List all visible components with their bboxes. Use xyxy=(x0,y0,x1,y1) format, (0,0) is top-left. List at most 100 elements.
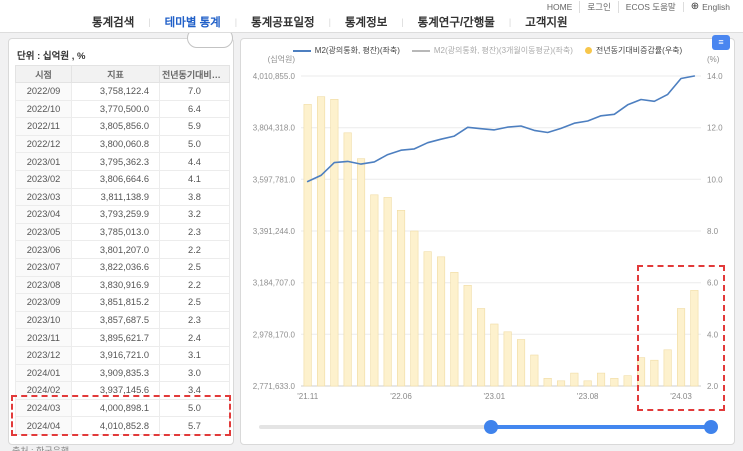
svg-text:'23.08: '23.08 xyxy=(577,392,599,401)
utility-link-2[interactable]: 로그인 xyxy=(579,0,617,13)
period-cell: 2024/04 xyxy=(15,416,72,435)
nav-item-1[interactable]: 통계검색 xyxy=(92,16,135,29)
period-cell: 2023/08 xyxy=(15,275,72,295)
period-cell: 2022/10 xyxy=(15,99,72,119)
nav-separator: | xyxy=(401,16,404,27)
top-header: HOME 로그인 ECOS 도움말 ⊕ English 통계검색 | 테마별 통계 | 통계공표… xyxy=(0,0,743,33)
table-row: 2023/09 3,851,815.2 2.5 xyxy=(15,293,230,312)
chart-legend: M2(광의통화, 평잔)(좌축) M2(광의통화, 평잔)(3개월이동평균)(좌축… xyxy=(241,45,734,56)
period-cell: 2023/11 xyxy=(15,328,72,347)
value-cell: 3,909,835.3 xyxy=(71,363,160,383)
table-row: 2023/04 3,793,259.9 3.2 xyxy=(15,205,230,224)
nav-separator: | xyxy=(508,16,512,27)
svg-text:4.0: 4.0 xyxy=(707,330,719,339)
rate-cell: 5.0 xyxy=(159,398,230,418)
value-cell: 3,806,664.6 xyxy=(71,169,160,189)
utility-link-4[interactable]: ⊕ English xyxy=(682,0,737,12)
svg-text:'21.11: '21.11 xyxy=(297,392,319,401)
legend-item-2[interactable]: M2(광의통화, 평잔)(3개월이동평균)(좌축) xyxy=(411,45,573,56)
period-cell: 2023/05 xyxy=(15,222,72,242)
chart-menu-icon[interactable]: ≡ xyxy=(712,35,730,50)
table-row: 2024/01 3,909,835.3 3.0 xyxy=(15,363,230,383)
table-row: 2023/02 3,806,664.6 4.1 xyxy=(15,169,230,189)
legend-item-3[interactable]: 전년동기대비증감률(우축) xyxy=(584,45,683,56)
value-cell: 3,801,207.0 xyxy=(71,240,160,259)
table-row: 2022/10 3,770,500.0 6.4 xyxy=(15,99,230,119)
svg-text:'22.06: '22.06 xyxy=(390,392,412,401)
nav-separator: | xyxy=(148,16,151,27)
period-cell: 2023/01 xyxy=(15,152,72,171)
slider-selected-range[interactable] xyxy=(491,425,711,429)
svg-text:2,978,170.0: 2,978,170.0 xyxy=(253,330,296,339)
period-cell: 2023/10 xyxy=(15,310,72,330)
table-row: 2024/04 4,010,852.8 5.7 xyxy=(15,416,230,435)
value-cell: 3,758,122.4 xyxy=(71,82,160,101)
period-cell: 2022/09 xyxy=(15,82,72,101)
nav-item-3[interactable]: 통계공표일정 xyxy=(251,16,315,29)
period-cell: 2023/04 xyxy=(15,205,72,224)
globe-icon: ⊕ xyxy=(690,0,700,12)
value-cell: 3,805,856.0 xyxy=(71,117,160,136)
slider-handle-left[interactable] xyxy=(484,420,498,434)
data-table-panel: 단위 : 십억원 , % 시점 지표 전년동기대비증… 2022/09 3,758,1… xyxy=(8,38,234,445)
utility-link-1[interactable]: HOME xyxy=(546,1,573,12)
slider-handle-right[interactable] xyxy=(704,420,718,434)
period-cell: 2023/02 xyxy=(15,169,72,189)
rate-cell: 3.0 xyxy=(159,363,230,383)
utility-nav: HOME 로그인 ECOS 도움말 ⊕ English xyxy=(540,0,737,13)
legend-item-1[interactable]: M2(광의통화, 평잔)(좌축) xyxy=(292,45,400,56)
nav-separator: | xyxy=(234,16,238,27)
period-cell: 2024/01 xyxy=(15,363,72,383)
value-cell: 4,010,852.8 xyxy=(71,416,160,435)
column-header-2: 지표 xyxy=(71,65,160,83)
svg-text:3,391,244.0: 3,391,244.0 xyxy=(253,227,296,236)
svg-text:6.0: 6.0 xyxy=(707,279,719,288)
legend-label: M2(광의통화, 평잔)(3개월이동평균)(좌축) xyxy=(433,46,573,55)
rate-cell: 2.3 xyxy=(159,310,230,330)
table-row: 2022/12 3,800,060.8 5.0 xyxy=(15,134,230,154)
value-cell: 3,822,036.6 xyxy=(71,257,160,277)
rate-cell: 7.0 xyxy=(159,82,230,101)
table-row: 2023/07 3,822,036.6 2.5 xyxy=(15,257,230,277)
legend-dot-icon xyxy=(584,47,592,54)
table-row: 2022/11 3,805,856.0 5.9 xyxy=(15,117,230,136)
svg-text:'23.01: '23.01 xyxy=(484,392,506,401)
rate-cell: 2.3 xyxy=(159,222,230,242)
table-row: 2024/03 4,000,898.1 5.0 xyxy=(15,398,230,418)
period-cell: 2022/12 xyxy=(15,134,72,154)
svg-text:14.0: 14.0 xyxy=(707,72,723,81)
nav-item-5[interactable]: 통계연구/간행물 xyxy=(417,16,495,29)
value-cell: 3,895,621.7 xyxy=(71,328,160,347)
chart-panel: M2(광의통화, 평잔)(좌축) M2(광의통화, 평잔)(3개월이동평균)(좌축… xyxy=(240,38,735,445)
rate-cell: 3.1 xyxy=(159,345,230,365)
svg-text:3,597,781.0: 3,597,781.0 xyxy=(253,175,296,184)
period-cell: 2023/07 xyxy=(15,257,72,277)
value-cell: 3,795,362.3 xyxy=(71,152,160,171)
svg-text:2.0: 2.0 xyxy=(707,382,719,391)
value-cell: 3,811,138.9 xyxy=(71,187,160,207)
legend-label: 전년동기대비증감률(우축) xyxy=(595,46,683,55)
value-cell: 3,800,060.8 xyxy=(71,134,160,154)
rate-cell: 3.4 xyxy=(159,381,230,400)
source-note: 출처 : 한국은행 xyxy=(12,446,70,451)
rate-cell: 5.7 xyxy=(159,416,230,435)
table-row: 2023/05 3,785,013.0 2.3 xyxy=(15,222,230,242)
value-cell: 3,857,687.5 xyxy=(71,310,160,330)
svg-text:3,184,707.0: 3,184,707.0 xyxy=(253,279,296,288)
value-cell: 3,830,916.9 xyxy=(71,275,160,295)
rate-cell: 2.2 xyxy=(159,275,230,295)
utility-link-3[interactable]: ECOS 도움말 xyxy=(617,0,683,13)
svg-text:'24.03: '24.03 xyxy=(670,392,692,401)
rate-cell: 3.8 xyxy=(159,187,230,207)
period-cell: 2023/03 xyxy=(15,187,72,207)
unit-label: 단위 : 십억원 , % xyxy=(17,51,86,62)
svg-text:10.0: 10.0 xyxy=(707,175,723,184)
nav-item-2[interactable]: 테마별 통계 xyxy=(164,16,221,29)
nav-item-4[interactable]: 통계정보 xyxy=(344,16,388,29)
column-header-3: 전년동기대비증… xyxy=(159,65,230,83)
nav-item-6[interactable]: 고객지원 xyxy=(525,16,568,29)
rate-cell: 5.0 xyxy=(159,134,230,154)
svg-text:2,771,633.0: 2,771,633.0 xyxy=(253,382,296,391)
table-row: 2023/03 3,811,138.9 3.8 xyxy=(15,187,230,207)
value-cell: 3,851,815.2 xyxy=(71,293,160,312)
